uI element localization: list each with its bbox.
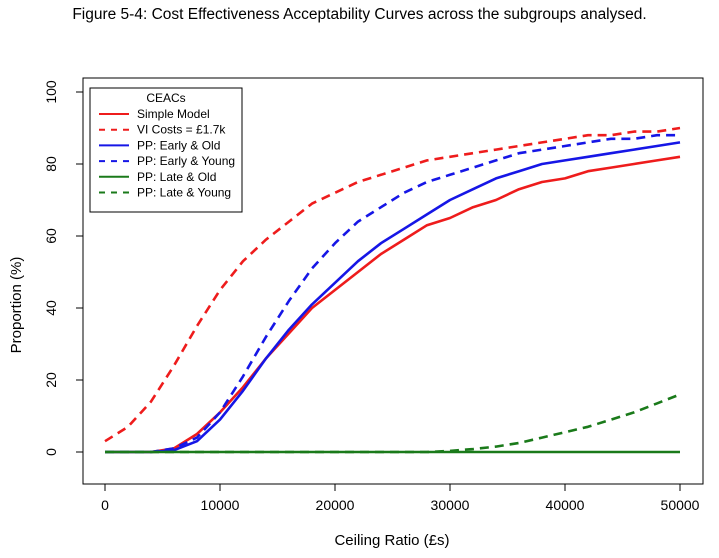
y-tick-label: 40 — [43, 300, 59, 316]
figure-caption: Figure 5-4: Cost Effectiveness Acceptabi… — [72, 6, 647, 23]
x-tick-label: 30000 — [431, 497, 470, 513]
legend-label: Simple Model — [137, 107, 210, 121]
x-tick-label: 50000 — [661, 497, 700, 513]
y-axis-title: Proportion (%) — [8, 257, 25, 354]
y-axis: 0 20 40 60 80 100 — [43, 80, 84, 456]
series-line-1 — [105, 155, 681, 454]
legend-title: CEACs — [146, 91, 185, 105]
legend-label: PP: Early & Young — [137, 154, 235, 168]
y-tick-label: 100 — [43, 80, 59, 104]
x-axis: 0 10000 20000 30000 40000 50000 — [101, 483, 700, 513]
series-line-4 — [105, 133, 680, 454]
series-layer — [104, 126, 681, 454]
series-line-2 — [104, 126, 681, 443]
x-tick-label: 20000 — [316, 497, 355, 513]
y-tick-label: 0 — [43, 448, 59, 456]
x-tick-label: 10000 — [201, 497, 240, 513]
legend-label: VI Costs = £1.7k — [137, 123, 226, 137]
x-tick-label: 40000 — [546, 497, 585, 513]
y-tick-label: 60 — [43, 228, 59, 244]
series-line-6 — [105, 393, 681, 454]
legend-label: PP: Late & Old — [137, 170, 216, 184]
series-line-3 — [105, 141, 681, 454]
y-tick-label: 80 — [43, 156, 59, 172]
x-tick-label: 0 — [101, 497, 109, 513]
y-tick-label: 20 — [43, 372, 59, 388]
legend-box — [89, 87, 243, 213]
legend-label: PP: Late & Young — [137, 186, 231, 200]
x-axis-title: Ceiling Ratio (£s) — [334, 532, 449, 549]
legend-label: PP: Early & Old — [137, 138, 220, 152]
